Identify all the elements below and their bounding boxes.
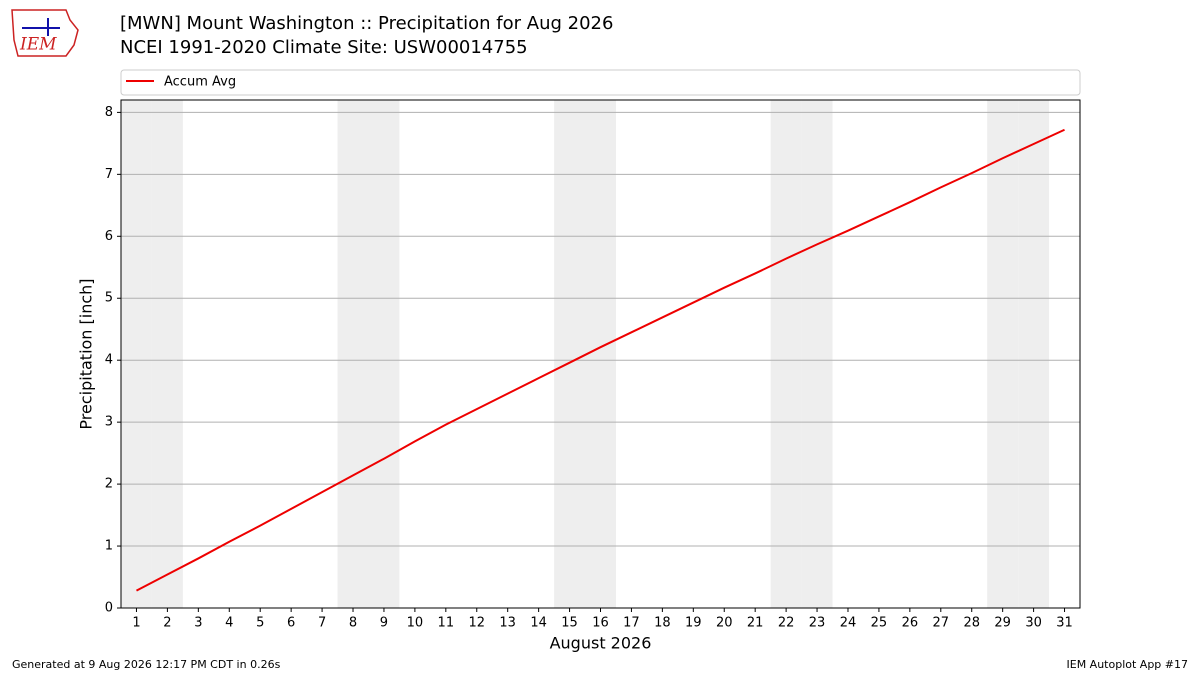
x-tick-label: 14 [530, 616, 547, 631]
legend-label: Accum Avg [164, 75, 236, 90]
y-tick-label: 3 [105, 415, 113, 430]
x-tick-label: 26 [902, 616, 919, 631]
x-tick-label: 31 [1056, 616, 1073, 631]
plot-frame [120, 99, 1081, 609]
shaded-day [554, 100, 586, 608]
y-tick-label: 6 [105, 229, 113, 244]
x-tick-label: 11 [438, 616, 455, 631]
logo-outline [11, 9, 79, 57]
data-line [136, 128, 1065, 592]
x-tick-label: 18 [654, 616, 671, 631]
x-axis-label: August 2026 [550, 634, 652, 653]
x-tick-label: 5 [256, 616, 264, 631]
chart-subtitle: NCEI 1991-2020 Climate Site: USW00014755 [120, 37, 528, 58]
y-tick-label: 5 [105, 291, 113, 306]
y-tick-label: 1 [105, 539, 113, 554]
x-tick-label: 19 [685, 616, 702, 631]
y-tick-label: 2 [105, 477, 113, 492]
x-tick-label: 3 [194, 616, 202, 631]
logo-text: IEM [19, 35, 57, 55]
y-tick-label: 4 [105, 353, 113, 368]
x-tick-label: 21 [747, 616, 764, 631]
y-axis-label: Precipitation [inch] [77, 278, 96, 429]
x-tick-label: 24 [840, 616, 857, 631]
x-tick-label: 27 [933, 616, 950, 631]
x-tick-label: 17 [623, 616, 640, 631]
x-tick-label: 1 [132, 616, 140, 631]
x-tick-label: 30 [1025, 616, 1042, 631]
x-tick-label: 8 [349, 616, 357, 631]
chart-title: [MWN] Mount Washington :: Precipitation … [120, 13, 613, 34]
x-tick-label: 28 [963, 616, 980, 631]
shaded-day [585, 100, 616, 608]
logo: IEM [11, 9, 79, 57]
shaded-day [368, 100, 400, 608]
y-tick-label: 7 [105, 167, 113, 182]
y-tick-label: 0 [105, 601, 113, 616]
footer-right: IEM Autoplot App #17 [1067, 658, 1189, 671]
x-tick-label: 20 [716, 616, 733, 631]
x-tick-label: 2 [163, 616, 171, 631]
footer-left: Generated at 9 Aug 2026 12:17 PM CDT in … [12, 658, 281, 671]
shaded-day [987, 100, 1019, 608]
shaded-day [337, 100, 369, 608]
shaded-day [770, 100, 802, 608]
x-tick-label: 10 [407, 616, 424, 631]
y-tick-label: 8 [105, 105, 113, 120]
shaded-day [151, 100, 183, 608]
x-tick-label: 15 [561, 616, 578, 631]
shaded-day [1018, 100, 1050, 608]
x-tick-label: 22 [778, 616, 795, 631]
shaded-day [121, 100, 152, 608]
x-tick-label: 23 [809, 616, 826, 631]
shaded-day [801, 100, 833, 608]
legend-box [120, 69, 1081, 96]
x-tick-label: 29 [994, 616, 1011, 631]
x-tick-label: 13 [499, 616, 516, 631]
x-tick-label: 6 [287, 616, 295, 631]
x-tick-label: 4 [225, 616, 233, 631]
x-tick-label: 9 [380, 616, 388, 631]
x-tick-label: 12 [468, 616, 485, 631]
x-tick-label: 7 [318, 616, 326, 631]
x-tick-label: 16 [592, 616, 609, 631]
x-tick-label: 25 [871, 616, 888, 631]
